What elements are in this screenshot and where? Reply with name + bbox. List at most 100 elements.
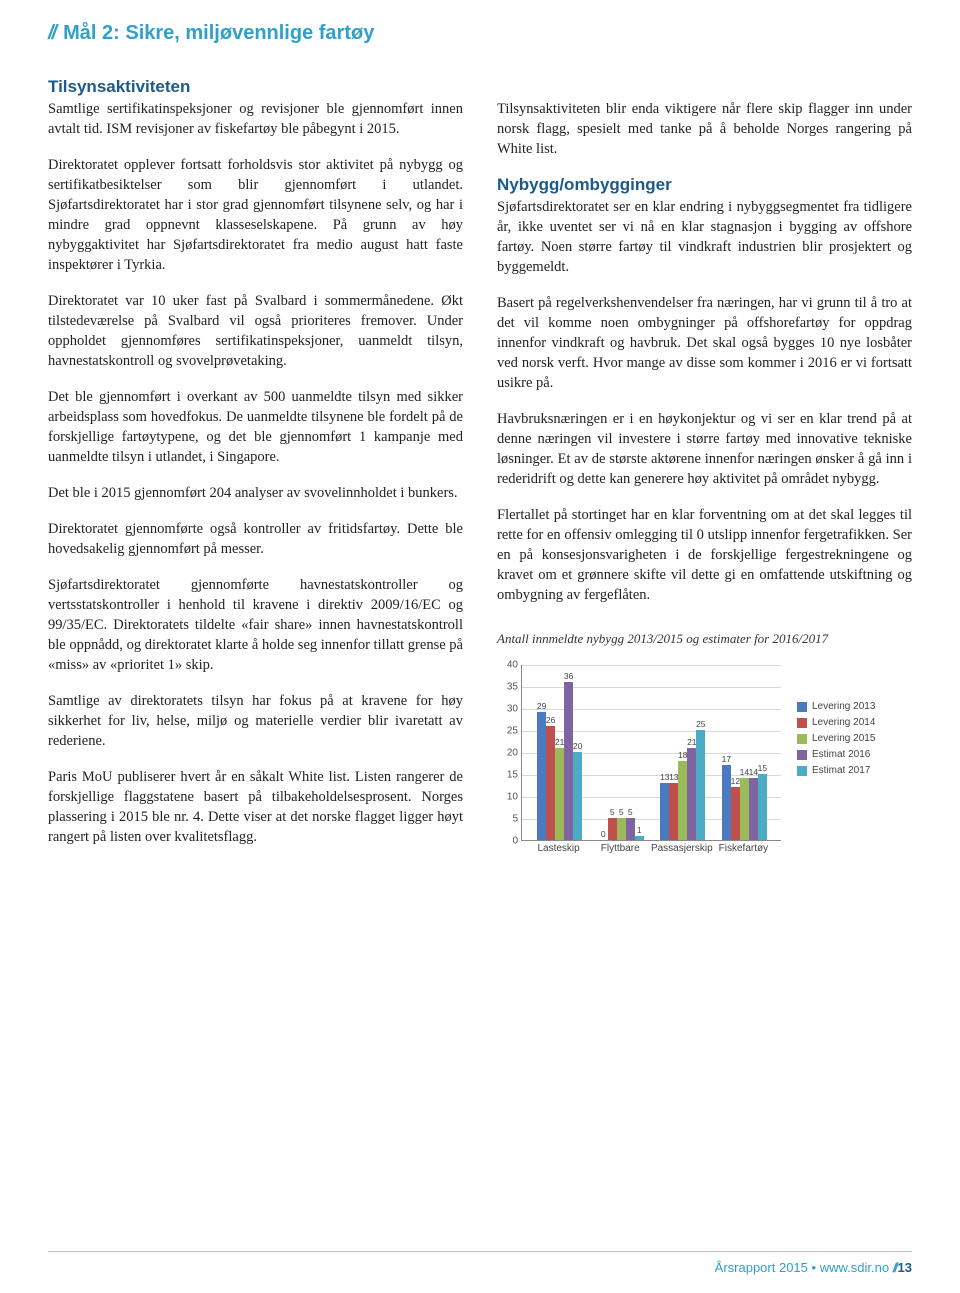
footer-bullet: • xyxy=(812,1260,820,1275)
chart-ytick: 15 xyxy=(498,770,522,781)
chart-bar: 13 xyxy=(660,783,669,840)
chart-bar-group: 1313182125 xyxy=(659,730,707,840)
chart-bar-value: 26 xyxy=(546,715,555,725)
chart-ytick: 5 xyxy=(498,814,522,825)
chart-bar-value: 36 xyxy=(564,671,573,681)
chart-bar-value: 21 xyxy=(687,737,696,747)
chart-bar-value: 13 xyxy=(669,772,678,782)
legend-swatch xyxy=(797,766,807,776)
legend-label: Estimat 2016 xyxy=(812,749,870,760)
body-paragraph: Havbruksnæringen er i en høykonjektur og… xyxy=(497,409,912,489)
chart-bar-group: 2926213620 xyxy=(536,682,584,840)
chart-bar: 14 xyxy=(740,778,749,840)
chart-bar: 12 xyxy=(731,787,740,840)
body-paragraph: Direktoratet opplever fortsatt forholdsv… xyxy=(48,155,463,275)
chart-bar: 21 xyxy=(687,748,696,840)
chart-bar-value: 5 xyxy=(610,807,615,817)
chart-bar-value: 12 xyxy=(731,776,740,786)
chart-bar: 36 xyxy=(564,682,573,840)
two-column-layout: Tilsynsaktiviteten Samtlige sertifikatin… xyxy=(48,77,912,871)
legend-label: Levering 2014 xyxy=(812,717,875,728)
chart-container: 0510152025303540292621362005551131318212… xyxy=(497,661,912,871)
chart-xlabel: Passasjerskip xyxy=(651,843,713,854)
chart-ytick: 40 xyxy=(498,660,522,671)
chart-bar: 1 xyxy=(635,836,644,840)
page-footer: Årsrapport 2015 • www.sdir.no // 13 xyxy=(48,1251,912,1275)
footer-report-title: Årsrapport 2015 xyxy=(715,1260,808,1275)
body-paragraph: Direktoratet var 10 uker fast på Svalbar… xyxy=(48,291,463,371)
chart-bar-value: 29 xyxy=(537,701,546,711)
bar-chart: 0510152025303540292621362005551131318212… xyxy=(497,661,787,871)
chart-bar: 20 xyxy=(573,752,582,840)
chart-bar-value: 20 xyxy=(573,741,582,751)
chart-ytick: 10 xyxy=(498,792,522,803)
chart-bar: 5 xyxy=(608,818,617,840)
chart-bar-value: 25 xyxy=(696,719,705,729)
footer-page-number: 13 xyxy=(898,1260,912,1275)
legend-swatch xyxy=(797,750,807,760)
chart-bar: 21 xyxy=(555,748,564,840)
chart-ytick: 30 xyxy=(498,704,522,715)
legend-swatch xyxy=(797,702,807,712)
chart-ytick: 0 xyxy=(498,836,522,847)
chart-xlabel: Flyttbare xyxy=(601,843,640,854)
chart-bar-value: 18 xyxy=(678,750,687,760)
left-column: Tilsynsaktiviteten Samtlige sertifikatin… xyxy=(48,77,463,871)
body-paragraph: Samtlige av direktoratets tilsyn har fok… xyxy=(48,691,463,751)
chart-bar-value: 21 xyxy=(555,737,564,747)
chart-bar: 17 xyxy=(722,765,731,840)
chart-bar-group: 05551 xyxy=(597,818,645,840)
body-paragraph: Basert på regelverkshenvendelser fra nær… xyxy=(497,293,912,393)
body-paragraph: Direktoratet gjennomførte også kontrolle… xyxy=(48,519,463,559)
chart-bar-value: 0 xyxy=(601,829,606,839)
chart-bar: 15 xyxy=(758,774,767,840)
chart-bar: 29 xyxy=(537,712,546,840)
chart-bar-value: 1 xyxy=(637,825,642,835)
legend-item: Levering 2014 xyxy=(797,717,875,728)
chart-bar-value: 15 xyxy=(758,763,767,773)
body-paragraph: Tilsynsaktiviteten blir enda viktigere n… xyxy=(497,99,912,159)
chart-bar: 18 xyxy=(678,761,687,840)
legend-swatch xyxy=(797,718,807,728)
body-paragraph: Sjøfartsdirektoratet gjennomførte havnes… xyxy=(48,575,463,675)
chart-bar: 25 xyxy=(696,730,705,840)
chart-ytick: 20 xyxy=(498,748,522,759)
legend-label: Levering 2015 xyxy=(812,733,875,744)
legend-swatch xyxy=(797,734,807,744)
chart-bar-value: 5 xyxy=(619,807,624,817)
chart-bar-group: 1712141415 xyxy=(720,765,768,840)
body-paragraph: Paris MoU publiserer hvert år en såkalt … xyxy=(48,767,463,847)
body-paragraph: Sjøfartsdirektoratet ser en klar endring… xyxy=(497,197,912,277)
body-paragraph: Flertallet på stortinget har en klar for… xyxy=(497,505,912,605)
chart-bar-value: 5 xyxy=(628,807,633,817)
chart-legend: Levering 2013 Levering 2014 Levering 2015 E… xyxy=(797,701,875,781)
body-paragraph: Samtlige sertifikatinspeksjoner og revis… xyxy=(48,99,463,139)
chart-gridline xyxy=(522,665,781,666)
body-paragraph: Det ble i 2015 gjennomført 204 analyser … xyxy=(48,483,463,503)
body-paragraph: Det ble gjennomført i overkant av 500 ua… xyxy=(48,387,463,467)
chart-xlabel: Lasteskip xyxy=(537,843,579,854)
legend-label: Estimat 2017 xyxy=(812,765,870,776)
chart-ytick: 25 xyxy=(498,726,522,737)
page-heading: Mål 2: Sikre, miljøvennlige fartøy xyxy=(63,22,374,45)
legend-item: Levering 2013 xyxy=(797,701,875,712)
chart-plot-area: 0510152025303540292621362005551131318212… xyxy=(521,665,781,841)
chart-bar: 26 xyxy=(546,726,555,840)
legend-item: Estimat 2017 xyxy=(797,765,875,776)
chart-bar: 13 xyxy=(669,783,678,840)
legend-label: Levering 2013 xyxy=(812,701,875,712)
footer-url: www.sdir.no xyxy=(820,1260,889,1275)
chart-xlabel: Fiskefartøy xyxy=(719,843,768,854)
chart-bar: 14 xyxy=(749,778,758,840)
legend-item: Levering 2015 xyxy=(797,733,875,744)
header-slashes-icon: // xyxy=(48,22,55,45)
chart-bar: 5 xyxy=(617,818,626,840)
subheading-nybygg: Nybygg/ombygginger xyxy=(497,175,912,195)
subheading-tilsyn: Tilsynsaktiviteten xyxy=(48,77,463,97)
chart-bar: 5 xyxy=(626,818,635,840)
legend-item: Estimat 2016 xyxy=(797,749,875,760)
chart-bar-value: 17 xyxy=(722,754,731,764)
page-header: // Mål 2: Sikre, miljøvennlige fartøy xyxy=(48,22,912,45)
chart-ytick: 35 xyxy=(498,682,522,693)
right-column: Tilsynsaktiviteten blir enda viktigere n… xyxy=(497,77,912,871)
